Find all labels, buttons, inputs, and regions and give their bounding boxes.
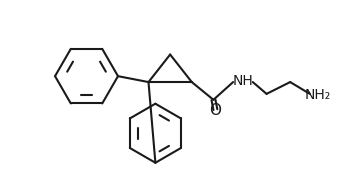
Text: NH: NH [233, 74, 253, 88]
Text: NH₂: NH₂ [305, 88, 331, 102]
Text: O: O [209, 103, 221, 118]
